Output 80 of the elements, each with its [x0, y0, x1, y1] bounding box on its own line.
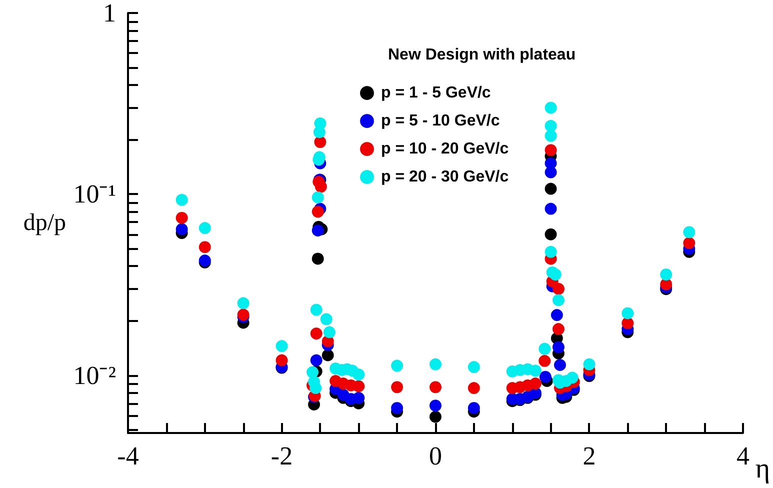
x-tick-label: -2: [270, 442, 293, 470]
y-tick-label: 10⁻¹: [73, 180, 116, 209]
point: [310, 328, 322, 340]
point: [429, 410, 442, 423]
point: [314, 117, 326, 130]
point: [468, 361, 480, 374]
point: [429, 381, 442, 394]
point: [566, 372, 578, 384]
point: [391, 381, 404, 394]
point: [538, 354, 551, 367]
point: [544, 120, 557, 132]
x-tick-label: 0: [428, 442, 442, 470]
point: [391, 402, 404, 414]
point: [198, 222, 211, 234]
point: [176, 223, 188, 236]
legend-label: p = 5 - 10 GeV/c: [381, 112, 500, 130]
point: [552, 282, 564, 295]
point: [312, 206, 324, 218]
point: [683, 226, 696, 238]
point: [544, 246, 557, 258]
point: [314, 180, 327, 193]
x-tick-label: 4: [736, 442, 750, 470]
point: [544, 144, 557, 156]
legend-label: p = 10 - 20 GeV/c: [381, 140, 509, 158]
point: [198, 241, 211, 254]
point: [529, 378, 542, 390]
point: [550, 309, 563, 322]
point: [538, 342, 551, 355]
point: [622, 317, 634, 330]
point: [660, 268, 672, 280]
legend-label: p = 1 - 5 GeV/c: [381, 84, 491, 102]
point: [322, 349, 334, 362]
x-tick-label: -4: [117, 442, 139, 470]
point: [544, 228, 557, 240]
point: [310, 354, 322, 366]
point: [622, 307, 634, 320]
point: [468, 402, 480, 414]
point: [539, 370, 552, 383]
y-axis-title: dp/p: [23, 210, 66, 236]
point: [314, 136, 326, 148]
point: [310, 382, 322, 394]
point: [429, 358, 442, 370]
x-tick-label: 2: [582, 442, 596, 470]
point: [544, 202, 557, 215]
point: [552, 341, 564, 354]
point: [391, 360, 404, 372]
point: [312, 252, 324, 265]
point: [554, 358, 566, 371]
point: [312, 224, 324, 236]
point: [429, 400, 442, 412]
y-tick-label: 10⁻²: [73, 360, 116, 390]
point: [276, 340, 288, 352]
point: [529, 364, 542, 377]
point: [660, 278, 672, 290]
point: [312, 191, 324, 204]
point: [549, 268, 562, 280]
point: [176, 212, 188, 224]
y-tick-label: 1: [103, 0, 116, 28]
point: [468, 382, 480, 394]
point: [276, 354, 288, 366]
point: [306, 366, 318, 378]
point: [583, 358, 596, 370]
legend-title: New Design with plateau: [388, 46, 576, 64]
x-axis-title: η: [755, 454, 770, 484]
point: [176, 194, 188, 206]
point: [352, 392, 365, 404]
point: [323, 326, 336, 338]
point: [544, 130, 557, 142]
point: [310, 304, 322, 316]
point: [552, 294, 564, 306]
legend-label: p = 20 - 30 GeV/c: [381, 168, 509, 186]
point: [544, 102, 557, 114]
point: [352, 368, 365, 380]
point: [352, 380, 365, 392]
point: [237, 297, 250, 310]
point: [683, 237, 696, 250]
point: [544, 182, 557, 195]
point: [552, 323, 564, 336]
point: [320, 313, 332, 326]
point: [544, 166, 557, 178]
